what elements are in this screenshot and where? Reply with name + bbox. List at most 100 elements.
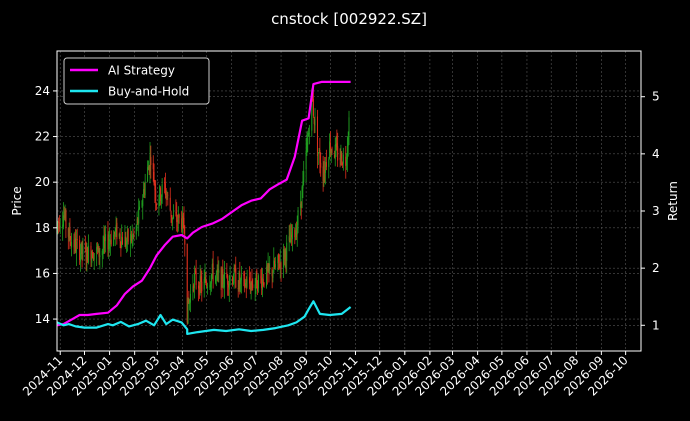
candle-body (177, 214, 179, 224)
candle-body (125, 236, 127, 246)
right-tick-label: 1 (652, 318, 660, 332)
candle-body (229, 276, 231, 281)
candle-body (161, 184, 163, 197)
candle-body (177, 219, 179, 222)
candle-body (102, 247, 104, 250)
candle-body (325, 162, 327, 167)
candle-body (86, 246, 88, 261)
candle-body (295, 232, 297, 240)
candle-body (250, 282, 252, 289)
candle-body (227, 275, 229, 285)
candle-body (90, 245, 92, 261)
candle-body (158, 201, 160, 209)
candle-body (227, 283, 229, 288)
candle-body (58, 221, 60, 229)
candle-body (303, 171, 305, 183)
candle-body (198, 285, 200, 289)
candle-body (307, 138, 309, 145)
candle-body (333, 154, 335, 158)
candle-body (206, 283, 208, 286)
candle-body (246, 279, 248, 287)
candle-body (107, 234, 109, 250)
candle-body (93, 253, 95, 260)
candle-body (218, 270, 220, 273)
candle-body (69, 228, 71, 241)
candle-body (187, 297, 189, 324)
candle-body (305, 150, 307, 170)
candle-body (175, 212, 177, 214)
candle-body (121, 236, 123, 247)
candle-body (316, 116, 318, 157)
candle-body (184, 235, 186, 245)
candle-body (216, 269, 218, 272)
candle-body (58, 221, 60, 223)
candle-body (131, 235, 133, 239)
candle-body (267, 265, 269, 272)
candle-body (167, 194, 169, 196)
candle-body (347, 137, 349, 147)
candle-body (291, 234, 293, 238)
candle-body (75, 241, 77, 253)
candle-body (169, 197, 171, 211)
candle-body (137, 218, 139, 224)
candle-body (346, 145, 348, 160)
candle-body (171, 215, 173, 220)
candle-body (200, 276, 202, 283)
candle-body (278, 263, 280, 268)
candle-body (181, 214, 183, 233)
candle-body (211, 264, 213, 273)
candle-body (79, 253, 81, 262)
candle-body (286, 242, 288, 261)
candle-body (170, 210, 172, 217)
left-tick-label: 18 (35, 221, 50, 235)
candle-body (212, 263, 214, 282)
candle-body (277, 255, 279, 264)
candle-body (313, 116, 315, 125)
right-tick-label: 4 (652, 147, 660, 161)
candle-body (262, 279, 264, 284)
candle-body (189, 293, 191, 303)
right-axis-title: Return (666, 181, 680, 221)
candle-body (296, 225, 298, 235)
candle-body (268, 263, 270, 271)
candle-body (62, 215, 64, 227)
candle-body (113, 234, 115, 246)
candle-body (285, 251, 287, 261)
candle-body (126, 240, 128, 245)
candle-body (142, 198, 144, 207)
candle-body (325, 162, 327, 173)
candle-body (295, 230, 297, 238)
candle-body (232, 277, 234, 285)
candle-body (249, 277, 251, 284)
candle-body (152, 163, 154, 170)
candle-body (160, 188, 162, 201)
candle-body (320, 162, 322, 168)
candle-body (118, 233, 120, 237)
candle-body (261, 278, 263, 289)
candle-body (57, 221, 59, 223)
candle-body (266, 266, 268, 272)
candle-body (143, 188, 145, 198)
candle-body (251, 280, 253, 286)
candle-body (182, 216, 184, 219)
legend-box (63, 57, 210, 105)
candle-body (70, 242, 72, 245)
candle-body (274, 263, 276, 268)
candle-body (194, 270, 196, 272)
candle-body (104, 237, 106, 242)
candle-body (176, 214, 178, 223)
candle-body (265, 266, 267, 287)
left-tick-label: 20 (35, 175, 50, 189)
candle-body (283, 249, 285, 260)
candle-body (164, 182, 166, 184)
candle-body (80, 242, 82, 255)
candle-body (108, 241, 110, 249)
candle-body (308, 132, 310, 134)
candle-body (155, 189, 157, 202)
candle-body (215, 273, 217, 276)
candle-body (133, 232, 135, 235)
candle-body (210, 274, 212, 284)
candle-body (139, 206, 141, 209)
candle-body (228, 280, 230, 290)
candle-body (113, 231, 115, 235)
